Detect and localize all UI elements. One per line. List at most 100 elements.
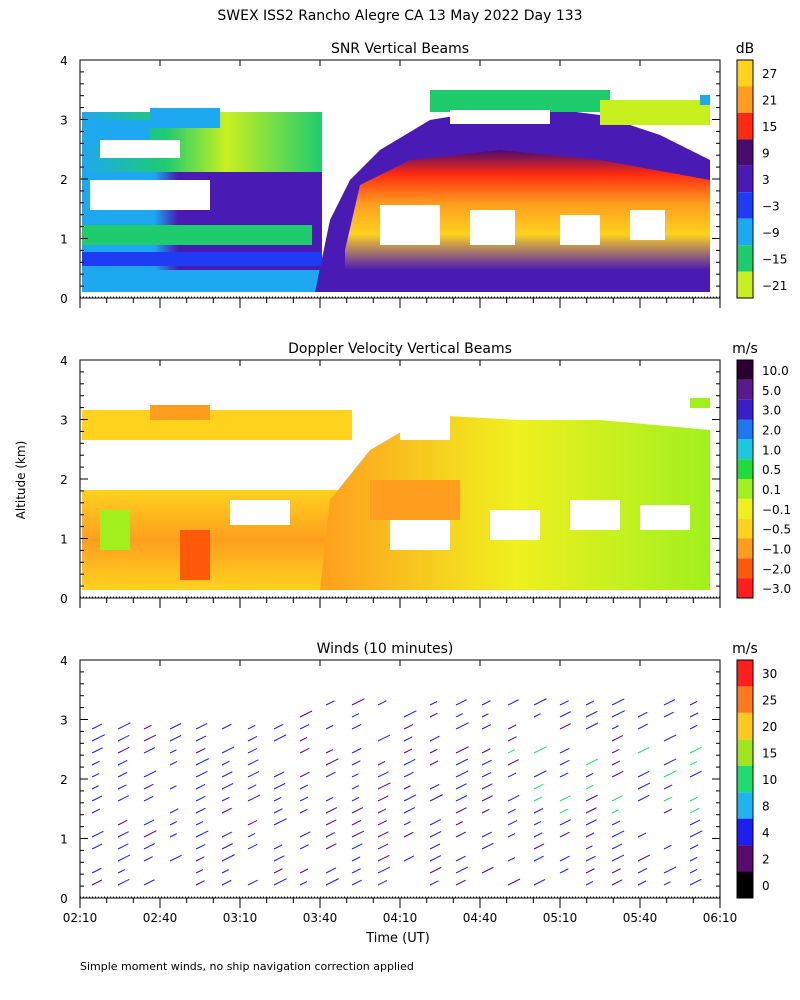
wind-barb [533,832,543,838]
winds-unit-label: m/s [732,641,758,657]
wind-barb [247,879,258,886]
wind-barb [117,831,129,838]
wind-barb [429,748,438,754]
wind-barb [429,843,441,850]
wind-barb [195,770,208,778]
wind-barb [533,843,545,850]
wind-barb [585,855,596,862]
wind-barb [299,868,309,874]
wind-barb [273,808,283,814]
wind-barb [637,832,647,838]
wind-barb [351,843,363,850]
wind-barb [429,866,442,874]
y-tick-label: 1 [60,533,68,547]
colorbar-frame [736,359,754,599]
wind-barb [403,821,411,826]
wind-barb [273,818,287,826]
wind-barb [143,830,157,838]
wind-barb [663,734,677,742]
x-tick-label: 04:40 [463,911,498,925]
wind-barb [117,759,128,766]
wind-barb [611,760,621,766]
wind-barb [585,758,599,766]
wind-barb [273,855,285,862]
wind-barb [585,722,599,730]
wind-barb [559,868,569,874]
y-tick-label: 0 [60,292,68,306]
wind-barb [351,820,362,826]
doppler-gap [390,520,450,550]
colorbar-label: −0.5 [762,523,791,537]
wind-barb [559,772,569,778]
footnote: Simple moment winds, no ship navigation … [80,960,414,973]
doppler-heatmap [82,398,710,590]
snr-unit-label: dB [736,41,755,57]
wind-barb [221,879,232,886]
snr-cell [82,225,312,245]
wind-barb [481,831,493,838]
snr-panel: SNR Vertical Beams dB [82,41,754,292]
y-tick-label: 2 [60,473,68,487]
wind-barb [403,771,414,778]
colorbar-swatch [737,271,753,298]
x-tick-label: 02:10 [63,911,98,925]
wind-barb [169,854,182,862]
wind-barb [221,760,230,766]
wind-barb [429,701,438,706]
wind-barb [325,749,334,754]
wind-barb [403,736,413,742]
colorbar-label: −1.0 [762,542,791,556]
wind-barb [585,845,593,850]
wind-barb [403,724,414,730]
wind-barb [299,784,309,790]
wind-barb [169,808,179,814]
y-axis-label: Altitude (km) [14,441,28,520]
wind-barb [351,747,362,754]
wind-barb [481,713,489,718]
wind-barb [585,868,595,874]
wind-barb [273,782,286,790]
colorbar-swatch [737,739,753,766]
doppler-gap [570,500,620,530]
doppler-gap [400,415,450,440]
y-tick-label: 4 [60,54,68,68]
wind-barb [195,722,208,730]
wind-barb [377,771,389,778]
wind-barb [507,736,517,742]
wind-barb [351,830,365,838]
wind-barb [481,795,493,802]
colorbar-frame [736,59,754,299]
wind-barb [481,759,492,766]
wind-barb [377,782,391,790]
wind-barb [533,713,541,718]
wind-barb [325,796,334,802]
wind-barb [91,830,104,838]
wind-barb [325,843,337,850]
y-tick-label: 1 [60,833,68,847]
colorbar-label: −2.0 [762,562,791,576]
colorbar-label: 0.1 [762,483,781,497]
wind-barb [455,807,467,814]
colorbar-label: 30 [762,667,777,681]
wind-barb [169,761,178,766]
wind-barb [637,711,648,718]
x-axis-label: Time (UT) [365,931,430,946]
wind-barb [455,879,466,886]
doppler-cell [82,410,352,440]
wind-barb [429,794,443,802]
wind-barb [91,795,103,802]
y-tick-label: 3 [60,714,68,728]
wind-barb [247,784,257,790]
winds-panel: Winds (10 minutes) m/s [91,641,758,886]
colorbar-label: 15 [762,747,777,761]
colorbar-label: 21 [762,94,777,108]
wind-barb [403,831,414,838]
wind-barb [611,710,625,718]
x-tick-label: 05:40 [623,911,658,925]
wind-barb [377,831,389,838]
x-tick-label: 04:10 [383,911,418,925]
colorbar-label: 0 [762,879,770,893]
wind-barb [273,723,284,730]
wind-barb [559,759,570,766]
